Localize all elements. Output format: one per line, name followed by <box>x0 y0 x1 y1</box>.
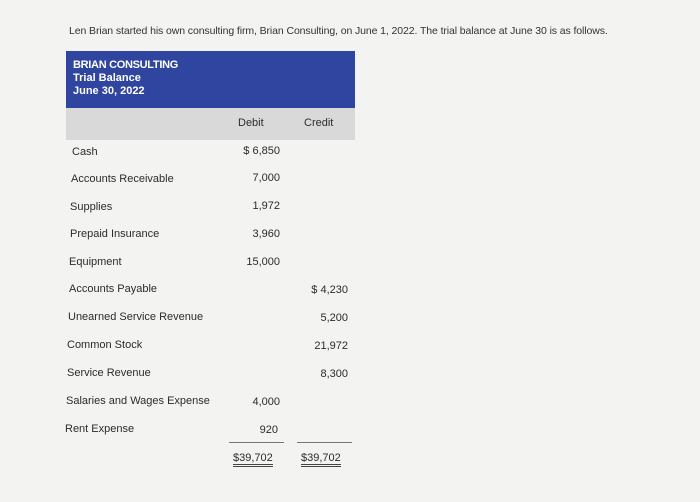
account-accounts-receivable: Accounts Receivable <box>71 173 174 185</box>
credit-accounts-payable: $ 4,230 <box>311 284 348 296</box>
account-equipment: Equipment <box>69 256 122 268</box>
company-name: BRIAN CONSULTING <box>73 59 178 71</box>
account-rent-expense: Rent Expense <box>65 423 135 435</box>
credit-total-rule <box>297 442 352 443</box>
credit-column-header: Credit <box>304 117 334 129</box>
statement-date: June 30, 2022 <box>73 85 145 97</box>
statement-title: Trial Balance <box>73 72 141 84</box>
account-cash: Cash <box>72 146 98 158</box>
debit-column-header: Debit <box>238 117 264 129</box>
account-prepaid-insurance: Prepaid Insurance <box>70 228 160 240</box>
debit-equipment: 15,000 <box>246 256 280 268</box>
debit-total-rule <box>229 442 284 443</box>
debit-accounts-receivable: 7,000 <box>252 172 280 184</box>
credit-total: $39,702 <box>301 452 341 467</box>
account-service-revenue: Service Revenue <box>67 367 151 379</box>
account-unearned-service-revenue: Unearned Service Revenue <box>68 311 204 323</box>
intro-text: Len Brian started his own consulting fir… <box>69 25 608 37</box>
column-header-band <box>66 108 355 140</box>
debit-supplies: 1,972 <box>252 200 280 212</box>
debit-cash: $ 6,850 <box>243 145 280 157</box>
trial-balance-header: BRIAN CONSULTING Trial Balance June 30, … <box>66 51 355 108</box>
debit-prepaid-insurance: 3,960 <box>252 228 280 240</box>
account-accounts-payable: Accounts Payable <box>69 283 158 295</box>
account-common-stock: Common Stock <box>67 339 143 351</box>
account-supplies: Supplies <box>70 201 113 213</box>
credit-service-revenue: 8,300 <box>320 368 348 380</box>
debit-rent-expense: 920 <box>259 424 278 436</box>
account-salaries-wages-expense: Salaries and Wages Expense <box>66 395 210 407</box>
credit-unearned-service-revenue: 5,200 <box>320 312 348 324</box>
credit-common-stock: 21,972 <box>314 340 348 352</box>
debit-salaries-wages-expense: 4,000 <box>252 396 280 408</box>
debit-total: $39,702 <box>233 452 273 467</box>
